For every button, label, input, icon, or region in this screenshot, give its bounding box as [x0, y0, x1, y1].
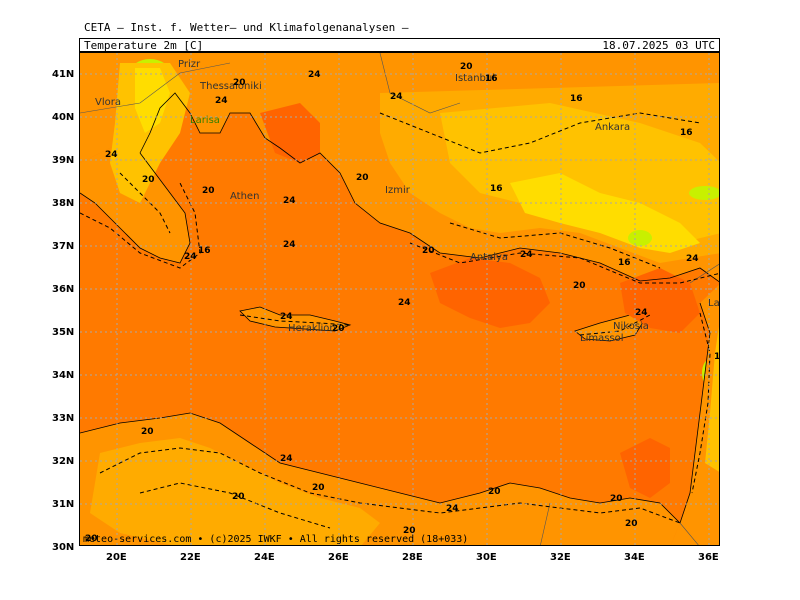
city-istanbul: Istanbul — [455, 73, 495, 84]
contour-label: 24 — [184, 252, 197, 262]
lat-label: 36N — [52, 284, 74, 295]
lon-label: 36E — [698, 552, 719, 563]
city-labels: Prizr Thessaloniki Vlora Athen Izmir Ist… — [95, 59, 720, 344]
product-title: Temperature 2m [C] — [84, 39, 204, 52]
contour-label: 16 — [198, 246, 211, 256]
contour-label: 20 — [85, 534, 98, 544]
contour-label: 20 — [573, 281, 586, 291]
contour-label: 24 — [215, 96, 228, 106]
city-athen: Athen — [230, 191, 259, 202]
lat-label: 33N — [52, 413, 74, 424]
contour-label: 16 — [490, 184, 503, 194]
contour-label: 16 — [570, 94, 583, 104]
lat-label: 35N — [52, 327, 74, 338]
institution-header: CETA – Inst. f. Wetter– und Klimafolgena… — [84, 21, 409, 34]
contour-label: 24 — [280, 312, 293, 322]
lat-label: 41N — [52, 69, 74, 80]
title-bar: Temperature 2m [C] 18.07.2025 03 UTC — [79, 38, 720, 52]
cold-spot-1 — [628, 230, 652, 246]
lon-label: 32E — [550, 552, 571, 563]
city-nikosia: Nikosia — [613, 321, 649, 332]
temperature-map: Prizr Thessaloniki Vlora Athen Izmir Ist… — [79, 52, 720, 546]
lon-label: 34E — [624, 552, 645, 563]
lon-label: 22E — [180, 552, 201, 563]
contour-label: 20 — [202, 186, 215, 196]
contour-label: 20 — [232, 492, 245, 502]
contour-label: 24 — [686, 254, 699, 264]
contour-label: 20 — [403, 526, 416, 536]
contour-label: 20 — [625, 519, 638, 529]
lon-label: 24E — [254, 552, 275, 563]
map-canvas: Prizr Thessaloniki Vlora Athen Izmir Ist… — [80, 53, 720, 545]
contour-label: 24 — [308, 70, 321, 80]
anatolia-cold — [510, 173, 700, 253]
city-ankara: Ankara — [595, 122, 630, 133]
city-vlora: Vlora — [95, 97, 121, 108]
city-larisa: Larisa — [190, 115, 220, 126]
lat-label: 39N — [52, 155, 74, 166]
lon-label: 26E — [328, 552, 349, 563]
lat-label: 32N — [52, 456, 74, 467]
warm-sea-4 — [620, 438, 670, 498]
contour-label: 20 — [332, 324, 345, 334]
contour-label: 20 — [233, 78, 246, 88]
warm-sea-1 — [430, 258, 550, 328]
contour-label: 16 — [485, 74, 498, 84]
contour-label: 24 — [520, 250, 533, 260]
lat-label: 40N — [52, 112, 74, 123]
lat-label: 30N — [52, 542, 74, 553]
valid-time: 18.07.2025 03 UTC — [602, 39, 715, 52]
city-limassol: Limassol — [580, 333, 624, 344]
lon-label: 28E — [402, 552, 423, 563]
contour-label: 24 — [280, 454, 293, 464]
contour-label: 20 — [142, 175, 155, 185]
city-antalya: Antalya — [470, 252, 508, 263]
cold-spot-2 — [689, 186, 719, 200]
crete — [239, 306, 352, 332]
contour-label: 24 — [283, 240, 296, 250]
contour-label: 20 — [356, 173, 369, 183]
contour-labels: 24 20 16 24 20 16 24 20 24 16 20 24 16 2… — [85, 62, 720, 544]
copyright-credit: meteo-services.com • (c)2025 IWKF • All … — [83, 534, 469, 545]
contour-label: 24 — [105, 150, 118, 160]
city-heraklion: Heraklion — [288, 323, 336, 334]
contours — [80, 112, 719, 529]
warm-sea-2 — [620, 268, 700, 333]
latitude-labels: 41N 40N 39N 38N 37N 36N 35N 34N 33N 32N … — [52, 69, 74, 553]
lat-label: 38N — [52, 198, 74, 209]
contour-label: 24 — [635, 308, 648, 318]
contour-label: 16 — [714, 352, 720, 362]
city-izmir: Izmir — [385, 185, 411, 196]
graticule — [80, 53, 719, 545]
contour-label: 24 — [446, 504, 459, 514]
levant-cool — [705, 326, 719, 472]
africa-warm — [90, 438, 380, 545]
contour-label: 20 — [488, 487, 501, 497]
contour-label: 16 — [618, 258, 631, 268]
lat-label: 37N — [52, 241, 74, 252]
contour-label: 24 — [283, 196, 296, 206]
contour-label: 20 — [312, 483, 325, 493]
contour-label: 20 — [422, 246, 435, 256]
lon-label: 20E — [106, 552, 127, 563]
contour-label: 24 — [390, 92, 403, 102]
contour-label: 24 — [398, 298, 411, 308]
contour-label: 20 — [141, 427, 154, 437]
contour-label: 20 — [610, 494, 623, 504]
city-latakia: Latakia — [708, 298, 720, 309]
longitude-labels: 20E 22E 24E 26E 28E 30E 32E 34E 36E — [106, 552, 719, 563]
lat-label: 31N — [52, 499, 74, 510]
contour-label: 16 — [680, 128, 693, 138]
lat-label: 34N — [52, 370, 74, 381]
contour-label: 20 — [460, 62, 473, 72]
land-levant — [670, 284, 719, 545]
lon-label: 30E — [476, 552, 497, 563]
city-prizren: Prizr — [178, 59, 201, 70]
city-thessaloniki: Thessaloniki — [199, 81, 262, 92]
warm-sea-3 — [260, 103, 320, 163]
